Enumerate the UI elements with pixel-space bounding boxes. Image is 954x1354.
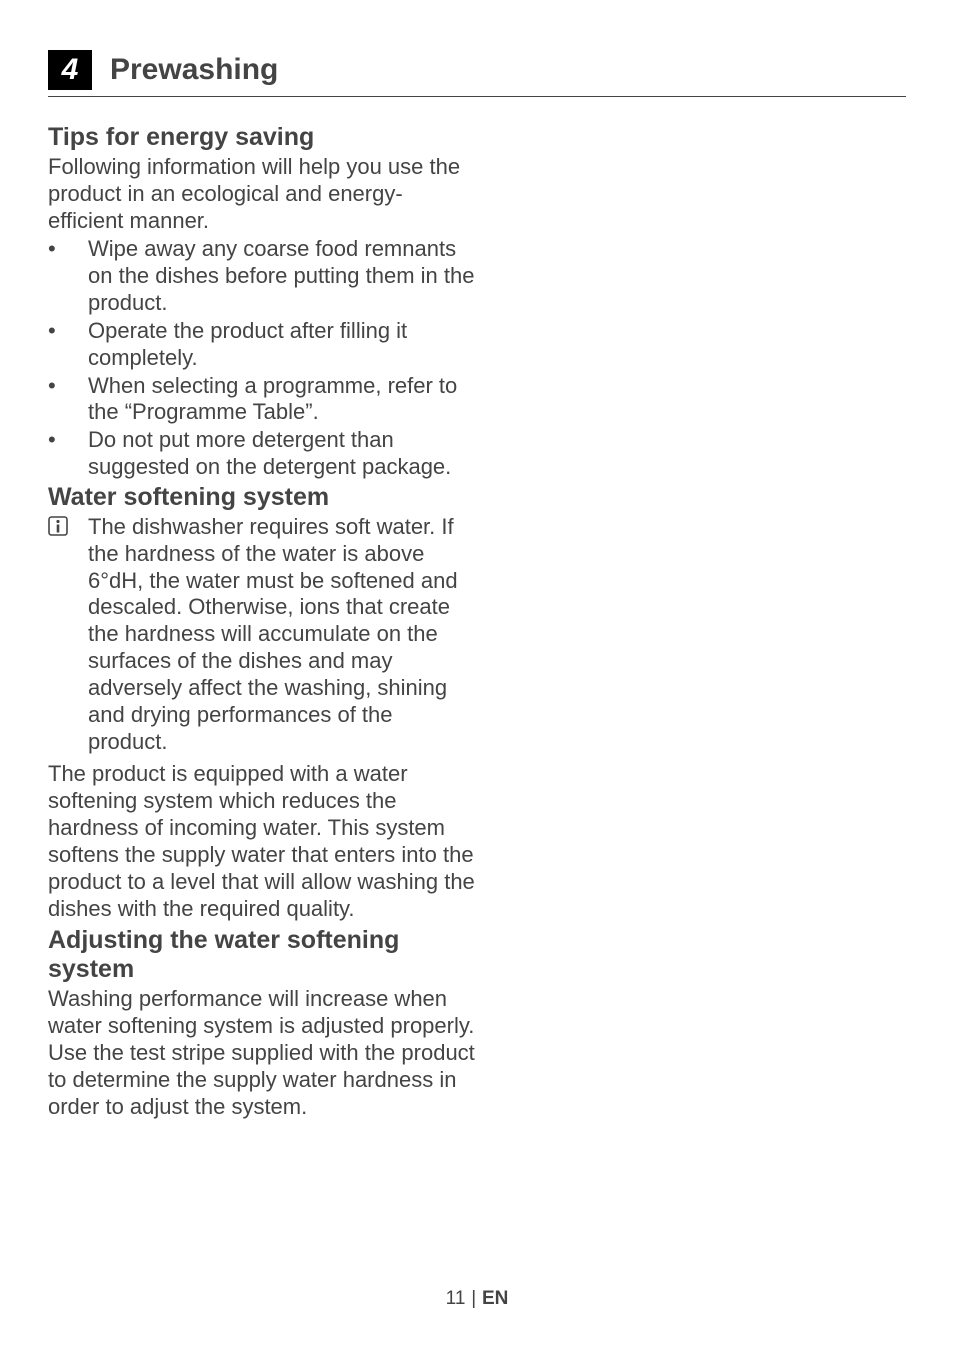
softening-heading: Water softening system xyxy=(48,483,478,512)
footer-divider: | xyxy=(467,1288,480,1309)
tips-heading: Tips for energy saving xyxy=(48,123,478,152)
page-footer: 11 | EN xyxy=(0,1288,954,1310)
softening-info-text: The dishwasher requires soft water. If t… xyxy=(88,514,458,754)
list-item: When selecting a programme, refer to the… xyxy=(48,373,478,427)
softening-info-block: The dishwasher requires soft water. If t… xyxy=(48,514,478,755)
page: 4 Prewashing Tips for energy saving Foll… xyxy=(0,0,954,1121)
content-column: Tips for energy saving Following informa… xyxy=(48,123,478,1121)
page-lang: EN xyxy=(482,1288,508,1309)
info-icon xyxy=(48,516,68,536)
softening-body: The product is equipped with a water sof… xyxy=(48,761,478,922)
list-item: Wipe away any coarse food remnants on th… xyxy=(48,236,478,316)
section-title: Prewashing xyxy=(110,53,278,87)
adjusting-heading: Adjusting the water softening system xyxy=(48,926,478,984)
page-number: 11 xyxy=(446,1288,466,1309)
section-header: 4 Prewashing xyxy=(48,50,906,97)
section-number-box: 4 xyxy=(48,50,92,90)
section-number: 4 xyxy=(62,53,79,87)
adjusting-body-2: Use the test stripe supplied with the pr… xyxy=(48,1040,478,1120)
tips-bullet-list: Wipe away any coarse food remnants on th… xyxy=(48,236,478,480)
tips-intro: Following information will help you use … xyxy=(48,154,478,234)
list-item: Do not put more detergent than suggested… xyxy=(48,427,478,481)
list-item: Operate the product after filling it com… xyxy=(48,318,478,372)
adjusting-body-1: Washing performance will increase when w… xyxy=(48,986,478,1040)
